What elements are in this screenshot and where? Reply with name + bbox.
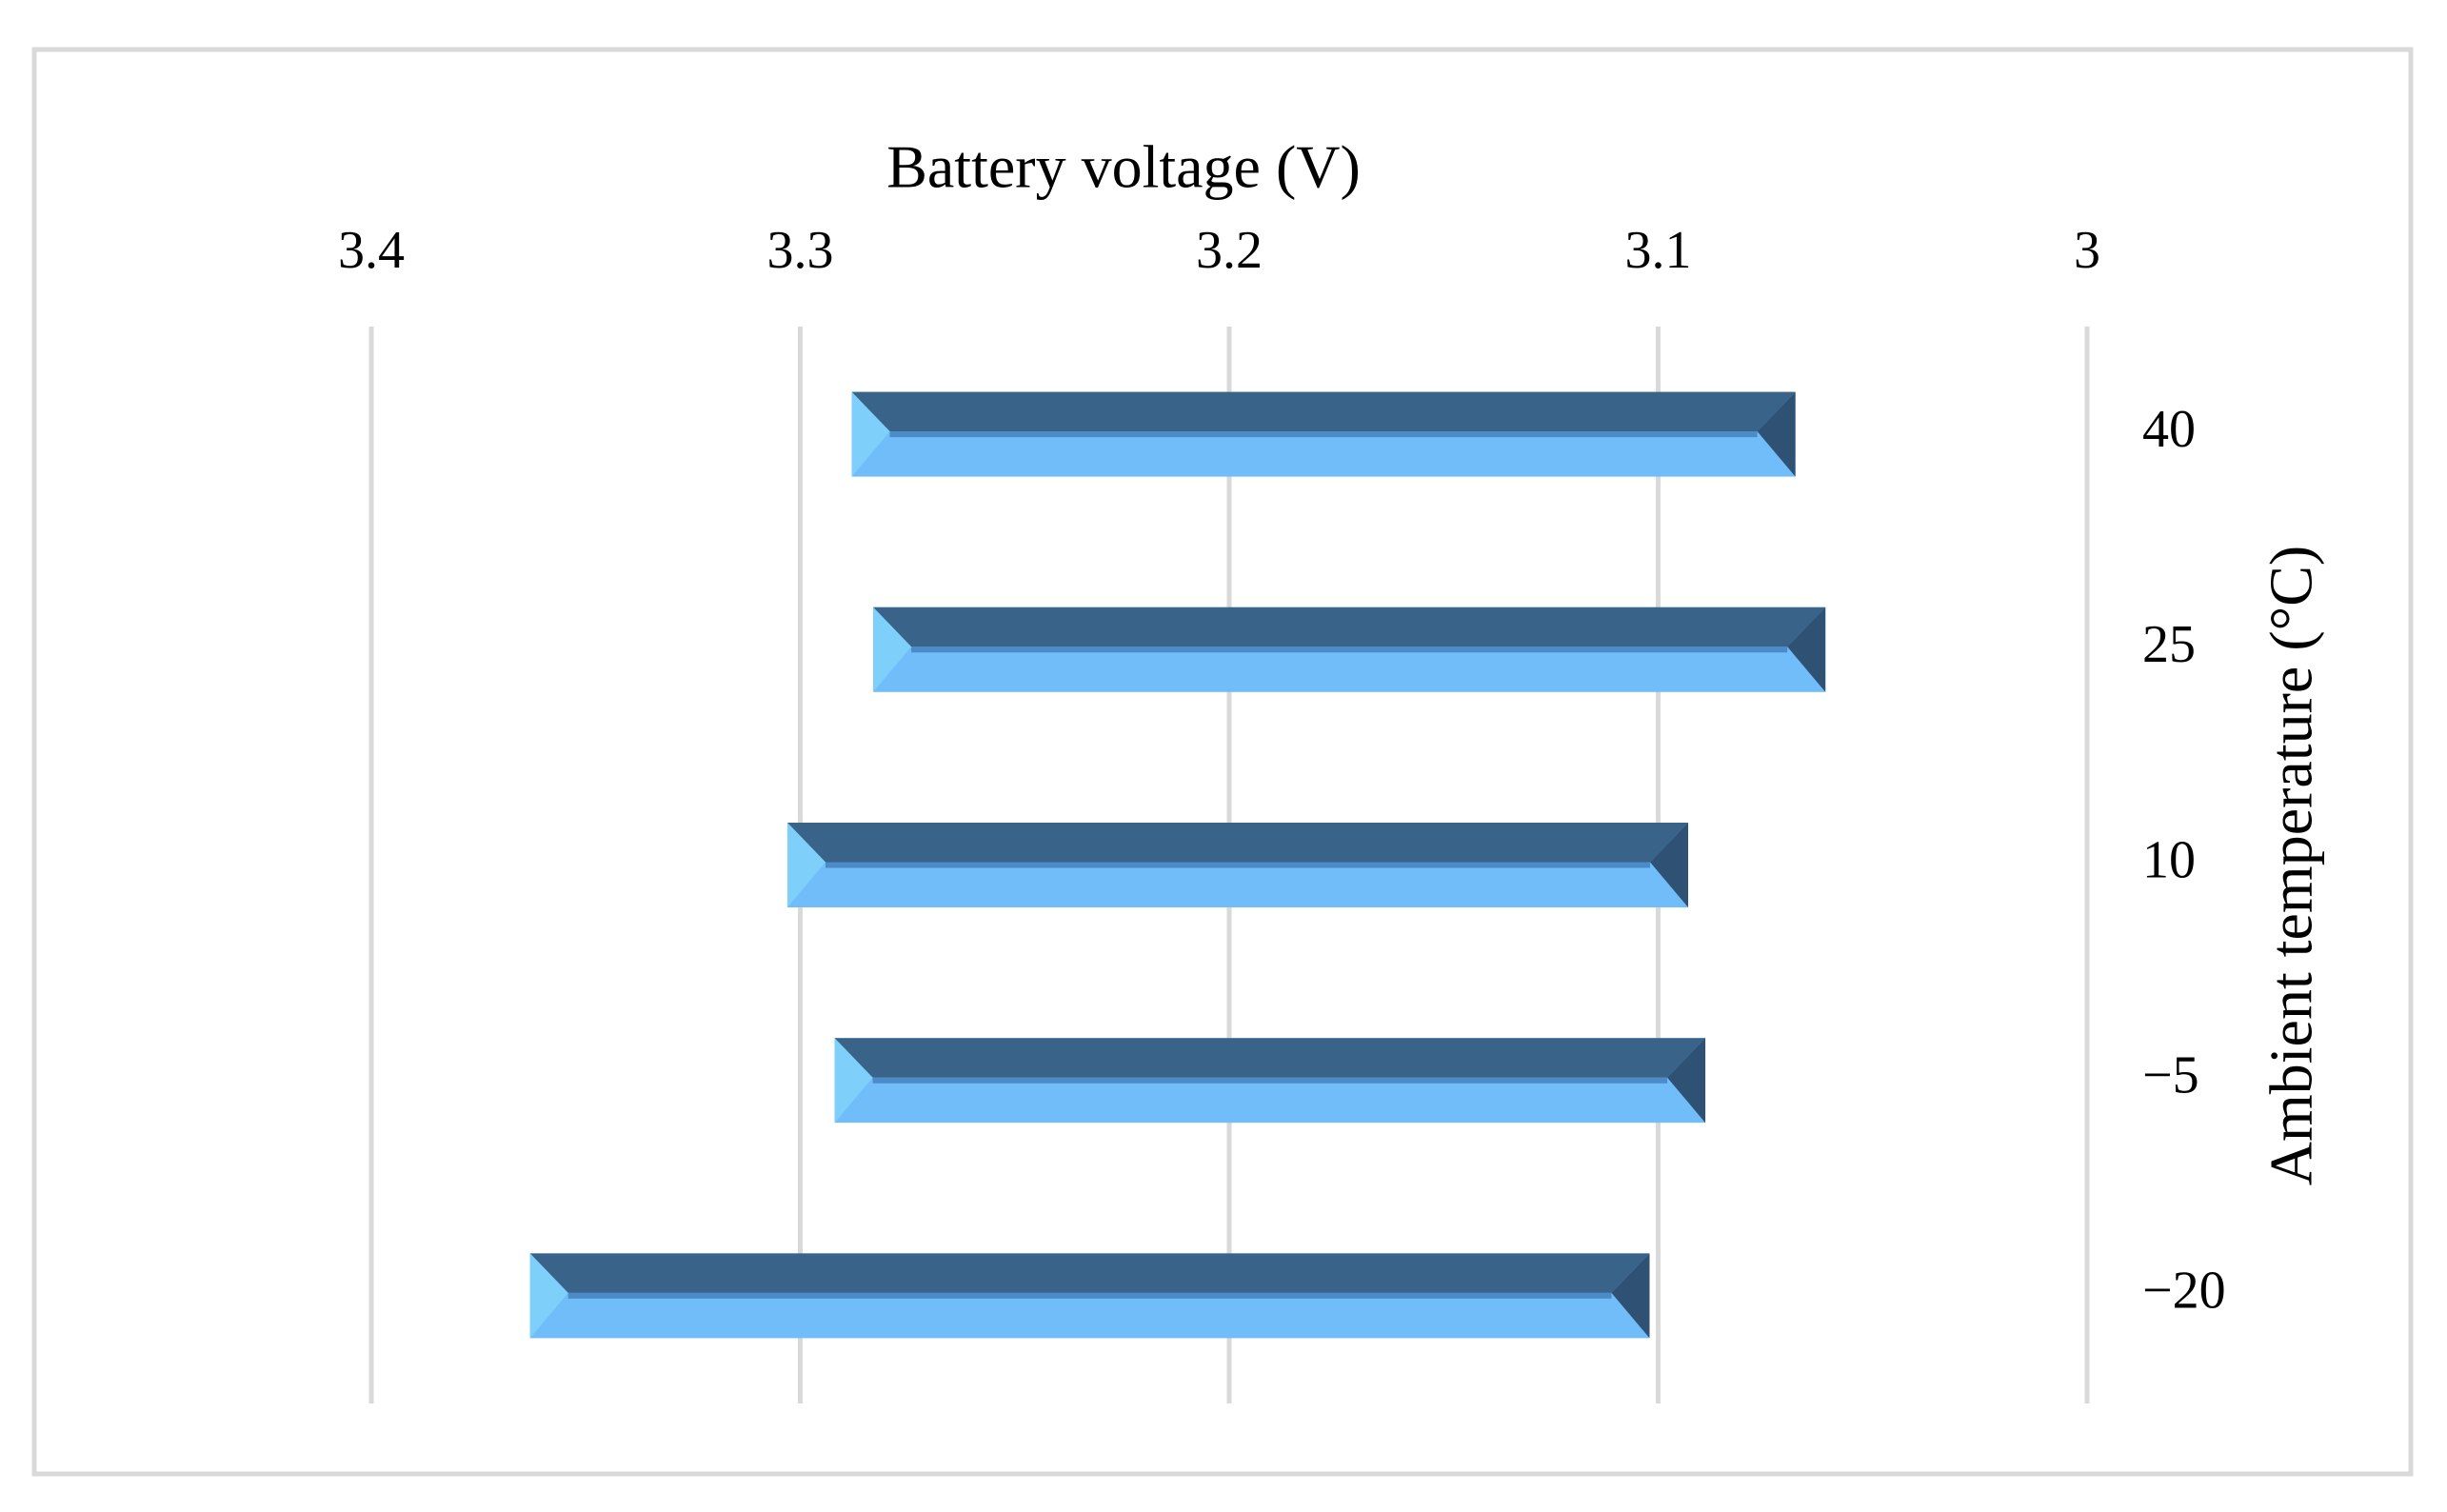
- bar-left-bevel: [873, 607, 912, 692]
- y-axis-label: Ambient temperature (°C): [2258, 546, 2325, 1185]
- bar-left-bevel: [851, 391, 890, 477]
- bar-mid-edge: [889, 431, 1758, 438]
- bar-left-bevel: [529, 1253, 568, 1339]
- y-tick-label: 40: [2142, 400, 2196, 459]
- y-tick-label: 10: [2142, 830, 2196, 889]
- bar-mid-edge: [911, 647, 1788, 653]
- bar-right-bevel: [1757, 391, 1796, 477]
- bar-mid-edge: [825, 862, 1651, 868]
- bar-top-face: [851, 391, 1796, 432]
- bar-mid-edge: [872, 1077, 1668, 1084]
- bar-left-bevel: [786, 823, 826, 907]
- x-tick-label: 3: [2074, 221, 2100, 280]
- bar-top-face: [529, 1253, 1650, 1293]
- bar-right-bevel: [1611, 1253, 1650, 1339]
- bar-top-face: [834, 1038, 1706, 1078]
- bar-right-bevel: [1667, 1038, 1706, 1124]
- y-tick-label: −5: [2142, 1046, 2199, 1105]
- chart-frame: [31, 47, 2414, 1477]
- y-tick-label: 25: [2142, 615, 2196, 674]
- bar-left-bevel: [834, 1038, 873, 1124]
- x-tick-label: 3.2: [1196, 221, 1263, 280]
- bar-top-face: [786, 823, 1689, 863]
- bar-right-bevel: [1787, 607, 1826, 692]
- y-tick-label: −20: [2142, 1262, 2226, 1321]
- bar-right-bevel: [1650, 823, 1689, 907]
- x-tick-label: 3.4: [338, 221, 405, 280]
- x-tick-label: 3.1: [1625, 221, 1692, 280]
- bar-top-face: [873, 607, 1826, 647]
- bar-mid-edge: [567, 1292, 1612, 1299]
- x-axis-label: Battery voltage (V): [886, 133, 1361, 201]
- x-tick-label: 3.3: [767, 221, 834, 280]
